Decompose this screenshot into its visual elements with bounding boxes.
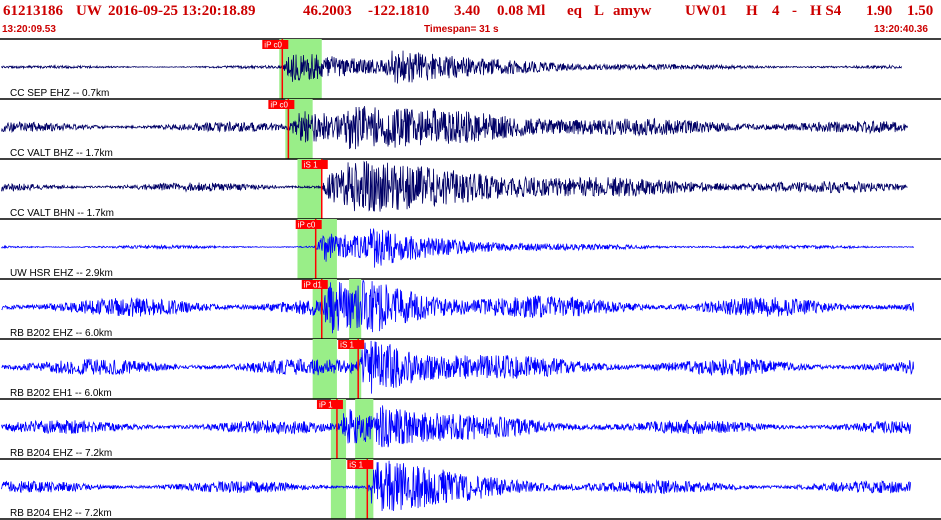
event-datetime: 2016-09-25 13:20:18.89 (108, 3, 256, 19)
trace-label: CC SEP EHZ -- 0.7km (10, 88, 109, 99)
start-time: 13:20:09.53 (2, 24, 56, 35)
pick-flag: iP 1 (316, 400, 343, 410)
trace-label: RB B202 EHZ -- 6.0km (10, 328, 112, 339)
pick-window (330, 459, 347, 519)
pick-flag-label: iP c0 (264, 41, 282, 50)
event-longitude: -122.1810 (368, 3, 430, 19)
pick-window (355, 399, 374, 459)
pick-flag-box (268, 100, 295, 109)
event-author: amyw (613, 3, 652, 19)
trace-label: UW HSR EHZ -- 2.9km (10, 268, 113, 279)
pick-flag: iS 1 (338, 340, 365, 350)
waveform-trace (1, 160, 908, 212)
pick-window (355, 459, 374, 519)
pick-flag: iP c0 (295, 220, 322, 230)
pick-flag-label: iP 1 (319, 401, 333, 410)
pick-flag-box (295, 220, 322, 229)
event-dash: - (792, 3, 797, 19)
pick-flag: iS 1 (347, 460, 374, 470)
pick-flag-box (338, 340, 365, 349)
event-count: 4 (772, 3, 780, 19)
event-version: 01 (712, 3, 727, 19)
pick-flag-box (316, 400, 343, 409)
pick-flag-label: iP d1 (304, 281, 323, 290)
pick-flag-box (262, 40, 289, 49)
pick-flag-label: iS 1 (349, 461, 363, 470)
timespan-label: Timespan= 31 s (424, 24, 499, 35)
event-l-flag: L (594, 3, 605, 19)
event-hs: H S4 (810, 3, 842, 19)
waveform-trace (1, 340, 915, 394)
trace-label: RB B202 EH1 -- 6.0km (10, 388, 112, 399)
waveform-trace (1, 280, 915, 334)
pick-flag: iP c0 (268, 100, 295, 110)
waveform-trace (1, 405, 912, 448)
trace-label: CC VALT BHZ -- 1.7km (10, 148, 113, 159)
event-value-1: 1.90 (866, 3, 893, 19)
pick-flag: iP c0 (262, 40, 289, 50)
event-network: UW (76, 3, 102, 19)
event-type: eq (567, 3, 582, 19)
event-network-2: UW (685, 3, 711, 19)
waveform-trace (1, 228, 914, 268)
pick-flag: iP d1 (301, 280, 328, 290)
waveform-trace (1, 50, 902, 84)
seismogram-panel: iP c0 CC SEP EHZ -- 0.7km iP c0 CC VALT BHZ… (0, 38, 941, 520)
trace-label: CC VALT BHN -- 1.7km (10, 208, 114, 219)
pick-flag-label: iP c0 (270, 101, 288, 110)
pick-flag-label: iS 1 (340, 341, 354, 350)
trace-label: RB B204 EHZ -- 7.2km (10, 448, 112, 459)
waveform-trace (1, 460, 912, 511)
event-value-2: 1.50 (907, 3, 934, 19)
trace-label: RB B204 EH2 -- 7.2km (10, 508, 112, 519)
time-bar: 13:20:09.53 Timespan= 31 s 13:20:40.36 (0, 23, 941, 37)
pick-flag-box (301, 160, 328, 169)
event-magnitude: 0.08 Ml (497, 3, 546, 19)
pick-flag-box (347, 460, 374, 469)
pick-flag-box (301, 280, 328, 289)
event-header: 61213186 UW 2016-09-25 13:20:18.89 46.20… (0, 0, 941, 23)
event-depth: 3.40 (454, 3, 481, 19)
event-id: 61213186 (3, 3, 63, 19)
pick-flag-label: iP c0 (298, 221, 316, 230)
event-latitude: 46.2003 (303, 3, 352, 19)
pick-flag-label: iS 1 (304, 161, 318, 170)
event-h-flag: H (746, 3, 758, 19)
end-time: 13:20:40.36 (874, 24, 928, 35)
waveform-trace (1, 106, 908, 150)
pick-flag: iS 1 (301, 160, 328, 170)
